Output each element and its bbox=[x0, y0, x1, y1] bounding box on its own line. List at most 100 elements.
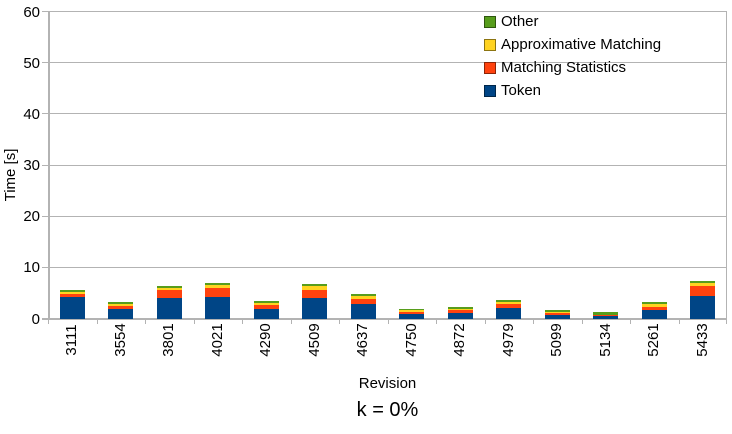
bar-segment-approximative-matching bbox=[205, 285, 231, 288]
x-tick-mark bbox=[581, 319, 583, 324]
x-tick-mark bbox=[339, 319, 340, 324]
bar-5134 bbox=[593, 312, 619, 319]
bar-segment-matching-statistics bbox=[496, 304, 522, 309]
bar-segment-matching-statistics bbox=[59, 293, 85, 297]
x-tick-mark bbox=[678, 319, 680, 324]
x-tick-mark bbox=[484, 319, 486, 324]
legend-item: Matching Statistics bbox=[484, 56, 661, 79]
legend-color-swatch bbox=[484, 61, 496, 74]
bar-segment-approximative-matching bbox=[690, 283, 716, 286]
legend-color-swatch bbox=[484, 15, 496, 28]
y-tick-label: 10 bbox=[23, 259, 40, 277]
legend-item: Approximative Matching bbox=[484, 33, 661, 56]
bar-segment-matching-statistics bbox=[205, 287, 231, 297]
bar-segment-other bbox=[399, 308, 425, 311]
x-tick-mark bbox=[48, 319, 49, 324]
bar-segment-matching-statistics bbox=[641, 306, 667, 310]
bar-segment-other bbox=[350, 293, 376, 297]
x-tick-mark bbox=[533, 319, 534, 324]
bar-segment-matching-statistics bbox=[156, 290, 182, 298]
bar-4872 bbox=[447, 307, 473, 319]
y-tick-mark bbox=[42, 113, 48, 115]
x-tick-label: 3801 bbox=[160, 323, 178, 357]
x-tick-label: 4021 bbox=[208, 323, 226, 357]
bar-segment-token bbox=[156, 298, 182, 319]
x-tick-label: 4509 bbox=[305, 323, 323, 357]
y-tick-mark bbox=[42, 62, 48, 64]
bar-segment-other bbox=[544, 309, 570, 312]
y-axis-line bbox=[48, 12, 50, 319]
plot-right-border bbox=[726, 12, 727, 319]
x-tick-mark bbox=[242, 319, 243, 324]
bar-segment-approximative-matching bbox=[156, 287, 182, 291]
legend-item-label: Approximative Matching bbox=[501, 36, 662, 53]
y-tick-label: 20 bbox=[23, 208, 40, 226]
bar-segment-matching-statistics bbox=[593, 315, 619, 317]
bar-segment-other bbox=[641, 301, 667, 305]
bar-segment-approximative-matching bbox=[496, 302, 522, 305]
bar-segment-matching-statistics bbox=[447, 310, 473, 314]
bar-segment-token bbox=[544, 315, 570, 319]
bar-segment-other bbox=[253, 300, 279, 304]
x-tick-mark bbox=[290, 319, 292, 324]
bar-segment-token bbox=[205, 297, 231, 319]
bar-segment-other bbox=[496, 299, 522, 303]
bar-segment-token bbox=[253, 308, 279, 319]
bar-segment-matching-statistics bbox=[690, 285, 716, 296]
x-tick-label: 4979 bbox=[499, 323, 517, 357]
bar-segment-approximative-matching bbox=[350, 296, 376, 299]
legend-color-swatch bbox=[484, 84, 496, 97]
x-tick-mark bbox=[145, 319, 146, 324]
gridline bbox=[48, 266, 727, 268]
y-tick-label: 40 bbox=[23, 105, 40, 123]
plot-area bbox=[42, 11, 727, 324]
x-tick-label: 3554 bbox=[111, 323, 129, 357]
bar-5099 bbox=[544, 309, 570, 319]
bar-4509 bbox=[302, 283, 328, 319]
x-tick-mark bbox=[726, 319, 727, 324]
x-tick-label: 5261 bbox=[645, 323, 663, 357]
bar-segment-token bbox=[108, 309, 134, 319]
bar-segment-other bbox=[302, 283, 328, 287]
x-tick-mark bbox=[630, 319, 631, 324]
bar-segment-other bbox=[447, 307, 473, 309]
bar-segment-token bbox=[690, 295, 716, 319]
legend-item-label: Token bbox=[501, 82, 542, 99]
gridline bbox=[48, 113, 727, 115]
bar-4021 bbox=[205, 283, 231, 319]
x-tick-label: 4872 bbox=[451, 323, 469, 357]
bar-segment-other bbox=[593, 312, 619, 315]
bar-segment-token bbox=[350, 303, 376, 319]
x-tick-mark bbox=[387, 319, 389, 324]
x-axis-line bbox=[42, 318, 727, 320]
bar-segment-other bbox=[108, 302, 134, 305]
legend: Other Approximative Matching Matching Stat… bbox=[484, 10, 661, 102]
bar-3111 bbox=[59, 289, 85, 319]
x-tick-label: 5134 bbox=[596, 323, 614, 357]
y-tick-label: 30 bbox=[23, 157, 40, 174]
y-tick-mark bbox=[42, 11, 48, 12]
x-axis-title: Revision bbox=[358, 375, 417, 392]
bar-5261 bbox=[641, 301, 667, 319]
bar-segment-matching-statistics bbox=[350, 298, 376, 304]
bar-segment-token bbox=[496, 308, 522, 319]
bar-segment-approximative-matching bbox=[59, 291, 85, 294]
bar-segment-token bbox=[302, 298, 328, 319]
bar-segment-approximative-matching bbox=[544, 311, 570, 314]
chart-title: k = 0% bbox=[356, 399, 419, 421]
bar-segment-approximative-matching bbox=[253, 303, 279, 305]
bar-segment-approximative-matching bbox=[593, 314, 619, 316]
y-tick-mark bbox=[42, 215, 48, 217]
bar-4979 bbox=[496, 299, 522, 319]
gridline bbox=[48, 11, 727, 12]
x-tick-label: 5099 bbox=[548, 323, 566, 357]
bar-segment-token bbox=[447, 313, 473, 319]
x-tick-mark bbox=[96, 319, 98, 324]
bar-segment-matching-statistics bbox=[544, 313, 570, 316]
bar-segment-other bbox=[156, 285, 182, 288]
y-tick-label: 50 bbox=[23, 54, 40, 72]
bar-segment-approximative-matching bbox=[108, 304, 134, 307]
gridline bbox=[48, 164, 727, 166]
y-tick-label: 60 bbox=[23, 3, 40, 21]
